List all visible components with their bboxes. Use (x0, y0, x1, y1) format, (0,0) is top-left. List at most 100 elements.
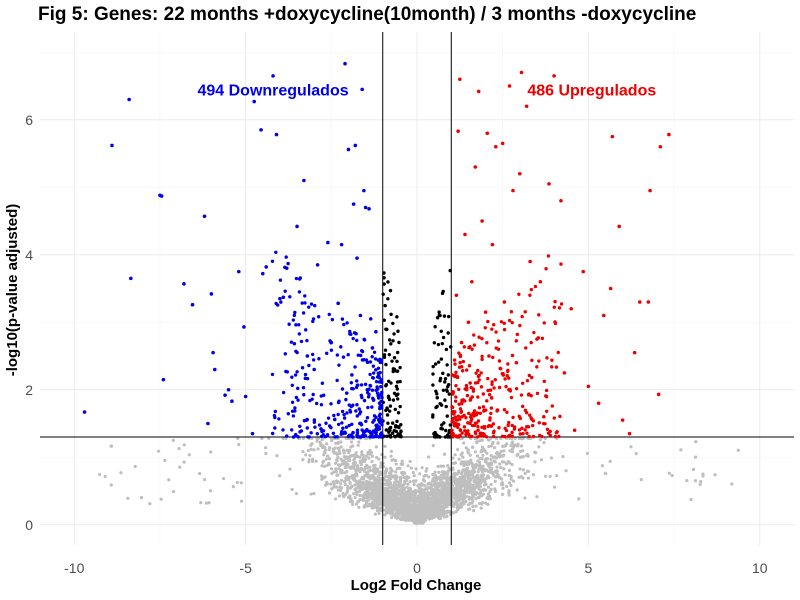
point-not-significant (383, 444, 387, 449)
point-not-significant (408, 480, 412, 484)
point-not-significant (333, 497, 338, 501)
point-upregulated (506, 423, 510, 428)
point-upregulated (491, 355, 495, 360)
point-upregulated (529, 394, 533, 398)
point-not-significant (448, 486, 452, 490)
point-upregulated (502, 321, 506, 326)
point-upregulated (487, 393, 492, 397)
point-upregulated (461, 398, 466, 402)
point-upregulated (528, 259, 532, 264)
point-not-significant (430, 496, 434, 501)
point-not-significant (464, 484, 468, 489)
point-not-significant (389, 468, 394, 472)
point-not-significant (427, 475, 431, 479)
point-not-significant (521, 468, 526, 472)
point-downregulated (322, 393, 326, 397)
point-not-significant (377, 457, 381, 461)
point-low-fold-change (391, 339, 395, 343)
point-downregulated (211, 350, 215, 355)
point-upregulated (617, 224, 622, 229)
point-not-significant (353, 483, 357, 487)
point-not-significant (533, 460, 537, 464)
point-upregulated (450, 405, 454, 409)
point-upregulated (472, 343, 477, 347)
point-upregulated (472, 409, 477, 413)
point-not-significant (418, 486, 422, 490)
point-not-significant (427, 455, 431, 459)
point-upregulated (458, 415, 462, 419)
point-upregulated (464, 368, 469, 372)
point-upregulated (548, 433, 552, 438)
point-upregulated (476, 428, 480, 432)
point-upregulated (490, 242, 495, 247)
point-downregulated (309, 431, 313, 435)
point-not-significant (531, 473, 536, 477)
point-not-significant (368, 465, 372, 469)
point-not-significant (383, 474, 387, 479)
point-downregulated (299, 339, 304, 344)
point-not-significant (466, 471, 470, 475)
point-downregulated (356, 353, 360, 357)
point-downregulated (365, 387, 370, 392)
point-low-fold-change (440, 427, 445, 431)
point-upregulated (510, 434, 515, 438)
point-not-significant (383, 508, 387, 512)
point-upregulated (474, 421, 479, 425)
point-not-significant (493, 460, 497, 464)
point-not-significant (335, 459, 339, 463)
point-not-significant (446, 472, 450, 477)
point-upregulated (524, 104, 529, 109)
point-not-significant (397, 488, 401, 492)
point-not-significant (523, 471, 527, 476)
point-not-significant (474, 497, 478, 501)
point-not-significant (139, 496, 144, 500)
point-upregulated (454, 293, 459, 298)
point-not-significant (483, 501, 488, 505)
point-low-fold-change (445, 363, 449, 367)
point-not-significant (445, 500, 449, 504)
point-not-significant (330, 471, 334, 476)
point-not-significant (345, 448, 349, 452)
point-not-significant (701, 472, 705, 476)
point-not-significant (467, 497, 471, 501)
point-not-significant (349, 445, 353, 449)
point-low-fold-change (399, 423, 403, 427)
point-not-significant (454, 510, 458, 514)
point-not-significant (452, 489, 457, 493)
point-not-significant (331, 449, 336, 454)
point-not-significant (337, 447, 341, 451)
point-upregulated (572, 428, 577, 433)
point-not-significant (460, 471, 464, 476)
point-not-significant (505, 484, 509, 489)
point-low-fold-change (435, 396, 439, 400)
point-not-significant (432, 488, 436, 492)
point-not-significant (509, 484, 513, 488)
point-not-significant (436, 485, 440, 489)
point-upregulated (531, 419, 536, 423)
point-not-significant (354, 472, 358, 476)
point-not-significant (370, 454, 375, 458)
point-not-significant (405, 494, 409, 498)
point-not-significant (415, 505, 419, 510)
point-upregulated (476, 395, 480, 399)
point-low-fold-change (387, 338, 392, 342)
point-not-significant (337, 450, 341, 454)
point-not-significant (457, 457, 461, 461)
point-upregulated (490, 380, 494, 384)
point-not-significant (375, 480, 379, 484)
point-upregulated (494, 346, 498, 350)
point-upregulated (514, 386, 519, 391)
point-not-significant (404, 498, 408, 502)
point-downregulated (331, 431, 336, 435)
point-not-significant (462, 483, 466, 487)
point-downregulated (110, 143, 114, 148)
point-upregulated (468, 398, 473, 402)
point-upregulated (610, 134, 615, 139)
point-not-significant (425, 494, 429, 498)
point-not-significant (320, 464, 324, 468)
point-not-significant (451, 456, 455, 460)
point-downregulated (350, 422, 354, 426)
point-not-significant (441, 464, 446, 468)
point-not-significant (398, 478, 403, 482)
point-not-significant (427, 508, 431, 512)
